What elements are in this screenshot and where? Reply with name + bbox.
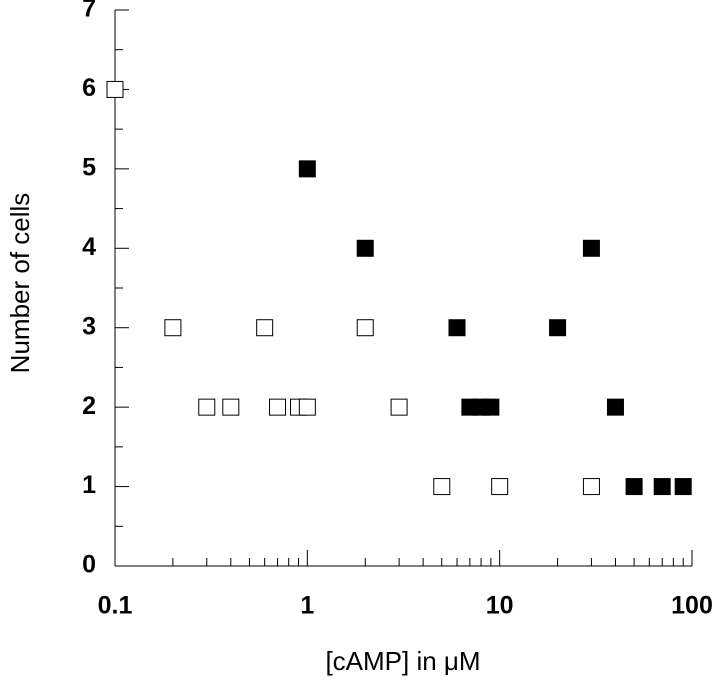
point	[653, 478, 671, 496]
point	[256, 319, 274, 337]
point	[106, 80, 124, 98]
y-tick-label: 0	[82, 551, 96, 579]
y-tick-label: 1	[82, 471, 96, 499]
x-tick-label: 0.1	[98, 592, 133, 620]
y-tick-label: 6	[82, 74, 96, 102]
point	[549, 319, 567, 337]
point	[298, 398, 316, 416]
x-tick-label: 1	[300, 592, 314, 620]
point	[582, 239, 600, 257]
point	[674, 478, 692, 496]
point	[433, 478, 451, 496]
y-axis-title: Number of cells	[5, 193, 35, 374]
y-tick-label: 7	[82, 0, 96, 23]
point	[582, 478, 600, 496]
point	[390, 398, 408, 416]
point	[448, 319, 466, 337]
y-tick-label: 2	[82, 392, 96, 420]
y-tick-label: 3	[82, 312, 96, 340]
point	[222, 398, 240, 416]
point	[356, 319, 374, 337]
point	[298, 160, 316, 178]
point	[491, 478, 509, 496]
x-tick-label: 10	[486, 592, 514, 620]
point	[269, 398, 287, 416]
point	[625, 478, 643, 496]
point	[482, 398, 500, 416]
y-tick-label: 5	[82, 153, 96, 181]
point	[606, 398, 624, 416]
x-axis-title: [cAMP] in μM	[325, 646, 480, 676]
y-tick-label: 4	[82, 233, 96, 261]
point	[356, 239, 374, 257]
x-tick-label: 100	[671, 592, 713, 620]
point	[164, 319, 182, 337]
point	[198, 398, 216, 416]
